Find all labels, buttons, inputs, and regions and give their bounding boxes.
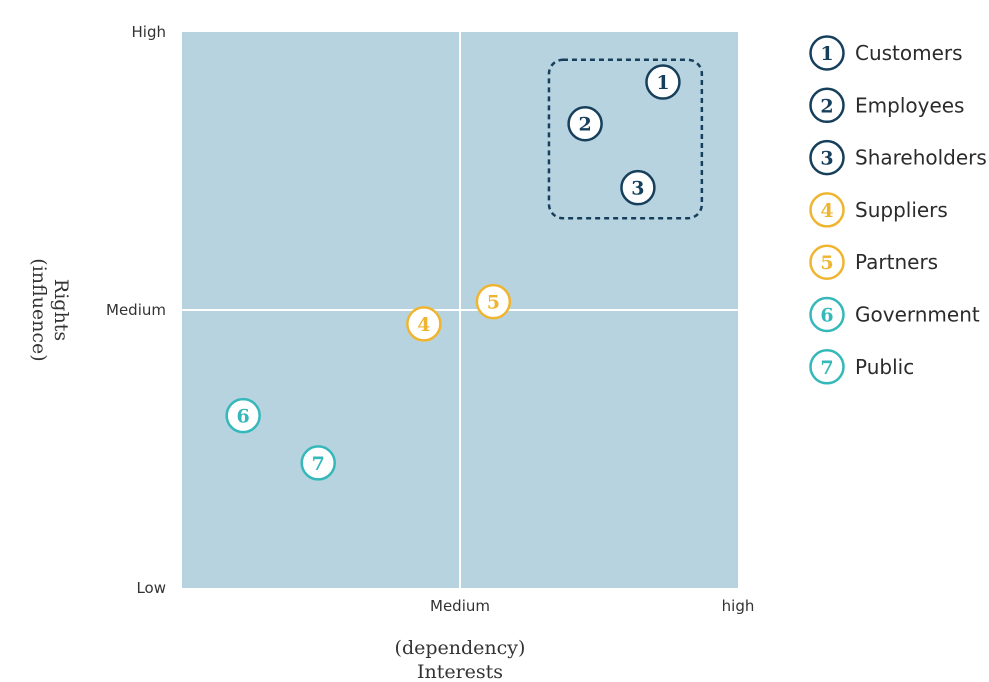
data-point-marker <box>475 283 512 320</box>
legend-label: Partners <box>855 250 938 274</box>
data-point-number: 4 <box>417 314 430 336</box>
data-point-marker <box>406 306 442 342</box>
legend-label: Employees <box>855 93 964 117</box>
legend-label: Suppliers <box>855 198 948 222</box>
legend-marker-number: 3 <box>820 148 833 170</box>
legend-entry-government: 6 Government <box>809 296 980 333</box>
data-point-marker <box>645 64 681 100</box>
legend-marker-number: 7 <box>820 357 833 379</box>
data-point-number: 2 <box>578 114 591 136</box>
data-point-government: 6 <box>225 397 261 434</box>
highlight-group-box <box>547 58 704 220</box>
axis-titles: (dependency)Interests (influence) Rights <box>28 258 525 682</box>
data-point-public: 7 <box>300 445 336 481</box>
x-tick-label: high <box>722 597 755 615</box>
y-tick-label: High <box>132 23 166 41</box>
y-axis-title-line: Rights <box>50 279 72 341</box>
x-axis-title-line: (dependency) <box>395 637 526 659</box>
legend-marker-number: 6 <box>820 305 833 327</box>
legend-marker <box>809 192 845 228</box>
data-point-marker <box>620 169 656 206</box>
y-axis-title-line: (influence) <box>28 258 50 361</box>
data-points: 1 2 3 4 5 6 7 <box>225 64 681 481</box>
legend-marker <box>809 139 845 176</box>
legend-label: Public <box>855 355 914 379</box>
x-tick-label: Medium <box>430 597 490 615</box>
legend-marker-number: 1 <box>820 43 833 65</box>
legend-entry-employees: 2 Employees <box>809 87 964 124</box>
legend-entry-customers: 1 Customers <box>809 35 963 71</box>
legend-marker <box>809 244 845 280</box>
legend: 1 Customers 2 Employees 3 Shareholders 4 Suppli… <box>809 35 987 385</box>
y-tick-label: Medium <box>106 301 166 319</box>
legend-marker <box>809 35 845 71</box>
x-axis-title-line: Interests <box>417 661 503 682</box>
data-point-number: 6 <box>237 406 250 428</box>
data-point-customers: 1 <box>645 64 681 100</box>
data-point-number: 3 <box>631 178 644 200</box>
legend-entry-shareholders: 3 Shareholders <box>809 139 987 176</box>
tick-labels: Medium high High Medium Low <box>106 23 754 615</box>
data-point-marker <box>225 397 261 434</box>
y-tick-label: Low <box>136 579 166 597</box>
legend-marker <box>809 87 845 124</box>
data-point-number: 5 <box>487 292 500 314</box>
legend-marker-number: 4 <box>820 200 833 222</box>
legend-entry-public: 7 Public <box>809 349 914 385</box>
legend-label: Shareholders <box>855 146 987 170</box>
data-point-number: 7 <box>312 453 325 475</box>
data-point-marker <box>567 105 603 142</box>
legend-label: Government <box>855 303 980 327</box>
data-point-suppliers: 4 <box>406 306 442 342</box>
data-point-shareholders: 3 <box>620 169 656 206</box>
data-point-number: 1 <box>656 72 669 94</box>
legend-marker <box>809 296 845 333</box>
data-point-employees: 2 <box>567 105 603 142</box>
data-point-marker <box>300 445 336 481</box>
legend-marker-number: 2 <box>820 95 833 117</box>
legend-entry-suppliers: 4 Suppliers <box>809 192 948 228</box>
legend-marker <box>809 349 845 385</box>
legend-label: Customers <box>855 41 963 65</box>
data-point-partners: 5 <box>475 283 512 320</box>
legend-entry-partners: 5 Partners <box>809 244 938 280</box>
y-axis-title: (influence) Rights <box>28 258 72 361</box>
legend-marker-number: 5 <box>820 252 833 274</box>
